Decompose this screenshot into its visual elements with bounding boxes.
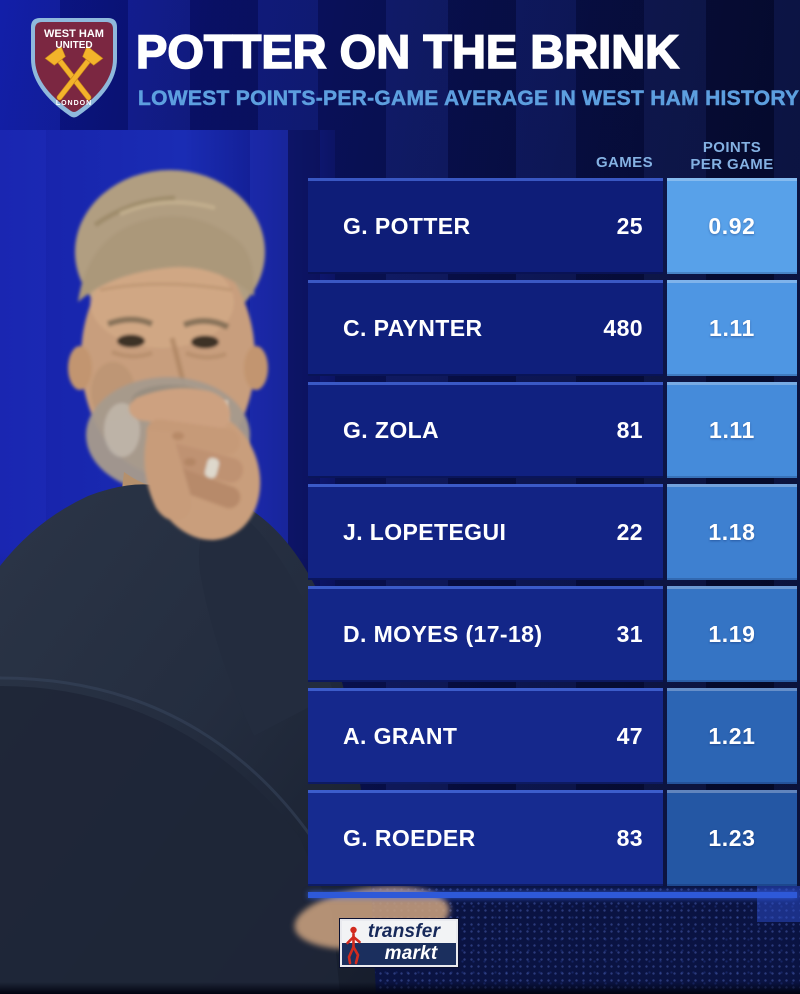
ppg-value: 1.11 — [709, 416, 755, 443]
table-bottom-line — [308, 892, 797, 898]
transfermarkt-wordmark-bottom: markt — [384, 943, 438, 964]
ppg-value: 1.21 — [708, 722, 756, 749]
manager-cell: A. GRANT 47 — [308, 688, 663, 784]
crest-club-line1: WEST HAM — [44, 28, 104, 40]
games-value: 22 — [616, 518, 643, 545]
table-row: D. MOYES (17-18) 31 1.19 — [308, 586, 797, 682]
manager-cell: C. PAYNTER 480 — [308, 280, 663, 376]
transfermarkt-player-icon — [346, 926, 361, 965]
table-row: G. ZOLA 81 1.11 — [308, 382, 797, 478]
manager-cell: G. ZOLA 81 — [308, 382, 663, 478]
table-row: G. POTTER 25 0.92 — [308, 178, 797, 274]
ppg-value: 1.19 — [708, 620, 756, 647]
ppg-cell: 1.18 — [667, 484, 797, 580]
manager-name: G. ZOLA — [343, 416, 440, 443]
manager-name: G. POTTER — [343, 212, 471, 239]
ppg-cell: 1.21 — [667, 688, 797, 784]
potter-figure — [0, 170, 450, 994]
games-value: 83 — [616, 824, 643, 851]
table-header: GAMES POINTS PER GAME — [308, 133, 797, 178]
manager-name: A. GRANT — [343, 722, 458, 749]
ppg-value: 1.23 — [708, 824, 756, 851]
games-value: 480 — [603, 314, 643, 341]
ppg-cell: 1.11 — [667, 280, 797, 376]
table-row: G. ROEDER 83 1.23 — [308, 790, 797, 886]
manager-cell: D. MOYES (17-18) 31 — [308, 586, 663, 682]
crest-city: LONDON — [56, 100, 92, 107]
bottom-fade — [0, 982, 800, 994]
crossed-hammers-icon — [44, 45, 104, 101]
crest-club-line2: UNITED — [55, 40, 92, 51]
games-value: 25 — [616, 212, 643, 239]
manager-cell: G. ROEDER 83 — [308, 790, 663, 886]
transfermarkt-wordmark-top: transfer — [342, 921, 456, 943]
ppg-cell: 1.11 — [667, 382, 797, 478]
games-column-header: GAMES — [595, 154, 653, 171]
ppg-value: 0.92 — [708, 212, 756, 239]
transfermarkt-logo: transfer markt — [340, 919, 458, 967]
page-title: POTTER ON THE BRINK — [135, 24, 680, 79]
table-row: C. PAYNTER 480 1.11 — [308, 280, 797, 376]
ppg-cell: 0.92 — [667, 178, 797, 274]
manager-name: G. ROEDER — [343, 824, 476, 851]
ppg-cell: 1.23 — [667, 790, 797, 886]
manager-cell: G. POTTER 25 — [308, 178, 663, 274]
ppg-cell: 1.19 — [667, 586, 797, 682]
ppg-value: 1.11 — [709, 314, 755, 341]
manager-name: C. PAYNTER — [343, 314, 483, 341]
manager-cell: J. LOPETEGUI 22 — [308, 484, 663, 580]
page-subtitle: LOWEST POINTS-PER-GAME AVERAGE IN WEST H… — [138, 87, 800, 111]
manager-name: J. LOPETEGUI — [343, 518, 507, 545]
stats-table: GAMES POINTS PER GAME G. POTTER 25 0.92 … — [308, 133, 797, 898]
west-ham-crest: WEST HAM UNITED LONDON — [31, 18, 117, 118]
ppg-value: 1.18 — [708, 518, 756, 545]
ppg-column-header: POINTS PER GAME — [690, 138, 774, 173]
games-value: 31 — [616, 620, 643, 647]
crest-shield — [35, 22, 113, 112]
manager-name: D. MOYES (17-18) — [343, 620, 543, 647]
table-row: J. LOPETEGUI 22 1.18 — [308, 484, 797, 580]
table-row: A. GRANT 47 1.21 — [308, 688, 797, 784]
games-value: 47 — [616, 722, 643, 749]
games-value: 81 — [616, 416, 643, 443]
potter-hand — [129, 388, 261, 540]
